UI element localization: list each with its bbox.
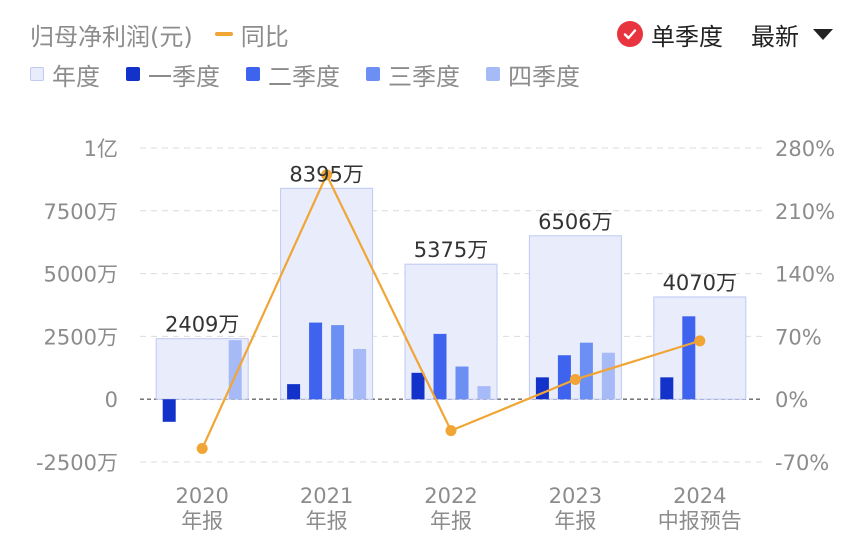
annual-data-label: 4070万 bbox=[663, 271, 737, 295]
legend-label-q4: 四季度 bbox=[508, 62, 580, 91]
legend-label-q2: 二季度 bbox=[268, 62, 340, 91]
chart-title: 归母净利润(元) bbox=[30, 22, 193, 51]
legend-item-annual[interactable]: 年度 bbox=[30, 57, 100, 92]
legend-swatch-q1 bbox=[126, 67, 140, 81]
legend-swatch-q2 bbox=[246, 67, 260, 81]
y-left-tick-label: 2500万 bbox=[44, 325, 118, 349]
bar-q1 bbox=[287, 384, 301, 400]
legend-swatch-q4 bbox=[486, 67, 500, 81]
bar-q2 bbox=[433, 333, 447, 400]
header-controls: 单季度 最新 bbox=[617, 12, 833, 56]
y-right-tick-label: -70% bbox=[775, 451, 829, 475]
legend-label-q3: 三季度 bbox=[388, 62, 460, 91]
bar-q3 bbox=[455, 366, 469, 400]
bar-q4 bbox=[601, 352, 615, 400]
bar-q1 bbox=[411, 372, 425, 400]
yoy-point bbox=[694, 335, 706, 347]
legend-label-annual: 年度 bbox=[52, 62, 100, 91]
chart-header: 归母净利润(元) 同比 bbox=[30, 12, 289, 56]
series-legend: 年度 一季度 二季度 三季度 四季度 bbox=[30, 56, 606, 92]
x-tick-period: 年报 bbox=[430, 509, 472, 533]
yoy-point bbox=[321, 169, 333, 181]
bar-q4 bbox=[228, 340, 242, 400]
x-tick-year: 2022 bbox=[424, 484, 477, 508]
x-tick-year: 2021 bbox=[300, 484, 353, 508]
legend-item-q2[interactable]: 二季度 bbox=[246, 57, 340, 92]
annual-data-label: 8395万 bbox=[289, 162, 363, 186]
y-right-tick-label: 280% bbox=[775, 137, 835, 161]
bar-q4 bbox=[353, 348, 367, 400]
caret-down-icon[interactable] bbox=[813, 28, 833, 40]
x-tick-period: 年报 bbox=[181, 509, 223, 533]
bar-q2 bbox=[557, 355, 571, 400]
bar-q3 bbox=[331, 325, 345, 400]
y-right-tick-label: 210% bbox=[775, 200, 835, 224]
legend-item-q3[interactable]: 三季度 bbox=[366, 57, 460, 92]
single-season-toggle[interactable]: 单季度 bbox=[651, 22, 723, 51]
annual-data-label: 5375万 bbox=[414, 238, 488, 262]
yoy-legend-label: 同比 bbox=[240, 22, 289, 51]
x-tick-period: 中报预告 bbox=[658, 509, 742, 533]
legend-swatch-q3 bbox=[366, 67, 380, 81]
latest-dropdown[interactable]: 最新 bbox=[751, 22, 799, 51]
check-circle-icon[interactable] bbox=[617, 21, 643, 47]
bar-q2 bbox=[682, 316, 696, 400]
y-left-tick-label: 5000万 bbox=[44, 263, 118, 287]
x-tick-year: 2020 bbox=[175, 484, 228, 508]
bar-q1 bbox=[660, 377, 674, 400]
legend-label-q1: 一季度 bbox=[148, 62, 220, 91]
legend-item-q4[interactable]: 四季度 bbox=[486, 57, 580, 92]
y-left-tick-label: 7500万 bbox=[44, 200, 118, 224]
bar-q2 bbox=[309, 322, 323, 400]
y-right-tick-label: 0% bbox=[775, 388, 808, 412]
bar-q4 bbox=[477, 386, 491, 400]
legend-item-q1[interactable]: 一季度 bbox=[126, 57, 220, 92]
bar-q1 bbox=[162, 399, 176, 422]
x-tick-year: 2023 bbox=[549, 484, 602, 508]
yoy-point bbox=[196, 443, 208, 455]
x-tick-period: 年报 bbox=[554, 509, 596, 533]
yoy-point bbox=[569, 373, 581, 385]
x-tick-year: 2024 bbox=[673, 484, 726, 508]
y-right-tick-label: 140% bbox=[775, 263, 835, 287]
legend-swatch-annual bbox=[30, 67, 44, 81]
y-right-tick-label: 70% bbox=[775, 325, 822, 349]
yoy-point bbox=[445, 425, 457, 437]
y-left-tick-label: 1亿 bbox=[84, 137, 118, 161]
y-left-tick-label: 0 bbox=[105, 388, 118, 412]
yoy-legend[interactable]: 同比 bbox=[214, 17, 289, 52]
bar-q3 bbox=[579, 342, 593, 400]
annual-data-label: 2409万 bbox=[165, 313, 239, 337]
x-tick-period: 年报 bbox=[306, 509, 348, 533]
y-left-tick-label: -2500万 bbox=[36, 451, 118, 475]
yoy-line-swatch bbox=[214, 32, 233, 36]
annual-data-label: 6506万 bbox=[538, 210, 612, 234]
